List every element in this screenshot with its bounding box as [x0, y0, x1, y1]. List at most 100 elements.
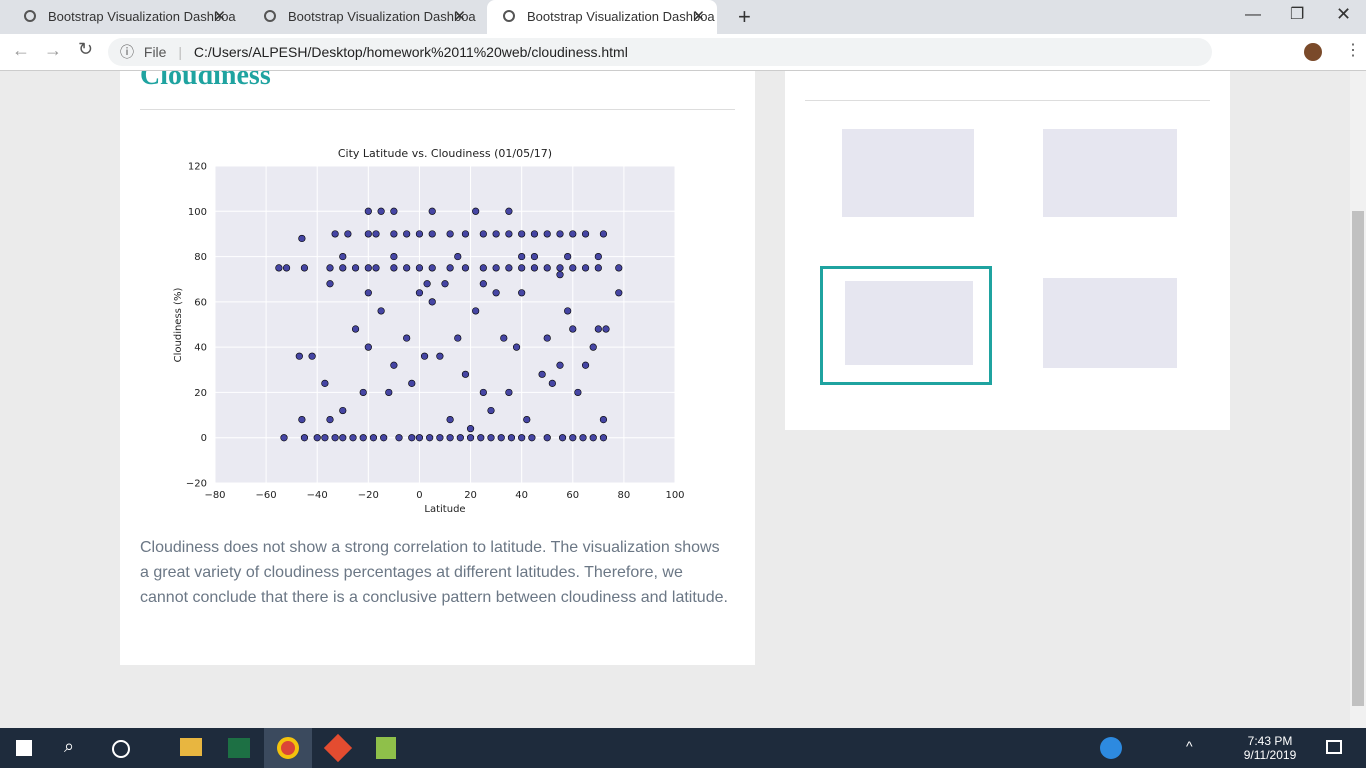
x-tick-label: 80 — [618, 490, 631, 501]
clock[interactable]: 7:43 PM 9/11/2019 — [1230, 734, 1310, 762]
point — [408, 434, 416, 442]
point — [479, 230, 487, 238]
point — [569, 434, 577, 442]
x-tick-label: 100 — [665, 490, 684, 501]
y-tick-label: 100 — [188, 207, 207, 218]
cortana[interactable] — [112, 740, 130, 758]
point — [530, 252, 539, 261]
point — [436, 434, 444, 442]
point — [456, 434, 464, 442]
new-tab[interactable]: + — [738, 4, 751, 29]
point — [518, 252, 526, 261]
point — [390, 252, 398, 261]
point — [556, 230, 564, 238]
point — [518, 434, 526, 442]
point — [300, 434, 309, 442]
thumbnail[interactable] — [820, 120, 990, 230]
point — [472, 207, 480, 215]
y-tick-label: 120 — [188, 162, 207, 173]
point — [594, 264, 602, 272]
x-tick-label: 60 — [566, 490, 579, 501]
date: 9/11/2019 — [1243, 748, 1297, 762]
point — [364, 343, 372, 351]
point — [298, 416, 306, 424]
point — [446, 416, 454, 424]
forward[interactable]: → — [44, 40, 62, 60]
point — [556, 264, 564, 272]
point — [415, 264, 424, 272]
point — [428, 230, 436, 238]
point — [446, 230, 454, 238]
point — [530, 230, 539, 238]
thumbnail[interactable] — [1025, 120, 1190, 230]
reload[interactable]: ↻ — [78, 39, 94, 59]
x-tick-label: −80 — [204, 490, 225, 501]
point — [530, 264, 539, 272]
x-tick-label: 0 — [416, 490, 422, 501]
app-excel[interactable] — [228, 738, 250, 758]
help-icon[interactable] — [1100, 737, 1122, 759]
tab-title: Bootstrap Visualization Dashboa — [527, 9, 715, 24]
point — [594, 252, 602, 261]
point — [331, 434, 339, 442]
app-notepad[interactable] — [376, 737, 396, 759]
point — [339, 252, 347, 261]
point — [359, 388, 367, 397]
app-explorer[interactable] — [180, 738, 202, 756]
point — [507, 434, 516, 442]
close[interactable]: ✕ — [1336, 4, 1352, 24]
sidebar-heading: Visualizations — [805, 71, 930, 76]
taskbar: ⌕ ^ 7:43 PM 9/11/2019 — [0, 728, 1366, 768]
point — [569, 230, 577, 238]
point — [487, 406, 495, 415]
back[interactable]: ← — [12, 40, 30, 60]
thumbnail[interactable] — [1025, 271, 1190, 383]
point — [479, 264, 487, 272]
file-label: File — [143, 44, 167, 60]
point — [569, 264, 577, 272]
address-bar[interactable]: ⓘ File | C:/Users/ALPESH/Desktop/homewor… — [108, 38, 1212, 66]
point — [581, 230, 590, 238]
app-git[interactable] — [323, 733, 353, 763]
point — [377, 207, 385, 215]
point — [280, 434, 288, 442]
point — [589, 434, 597, 442]
point — [589, 343, 597, 351]
point — [581, 361, 590, 369]
point — [518, 230, 526, 238]
app-chrome[interactable] — [264, 728, 312, 768]
menu[interactable]: ⋮ — [1345, 42, 1361, 59]
start-button[interactable] — [16, 740, 32, 756]
point — [472, 307, 480, 315]
point — [538, 370, 546, 378]
point — [492, 230, 500, 238]
point — [321, 379, 329, 387]
point — [479, 388, 487, 397]
heading: Cloudiness — [140, 71, 271, 91]
search[interactable]: ⌕ — [64, 736, 75, 756]
point — [295, 352, 303, 360]
profile[interactable] — [1304, 43, 1322, 61]
thumbnail-selected[interactable] — [820, 266, 992, 385]
tab[interactable]: Bootstrap Visualization Dashboa ✕ — [248, 0, 478, 34]
point — [326, 264, 334, 272]
point — [492, 289, 500, 297]
notifications[interactable] — [1326, 740, 1342, 754]
tray-arrow[interactable]: ^ — [1186, 738, 1193, 754]
y-tick-label: 0 — [201, 433, 207, 444]
point — [390, 207, 398, 215]
point — [415, 230, 424, 238]
point — [487, 434, 495, 442]
restore[interactable]: ❐ — [1290, 6, 1305, 23]
tab[interactable]: Bootstrap Visualization Dashboa ✕ — [487, 0, 717, 34]
point — [446, 434, 454, 442]
point — [454, 252, 462, 261]
tab[interactable]: Bootstrap Visualization Dashboa ✕ — [8, 0, 238, 34]
y-tick-label: 80 — [194, 252, 207, 263]
minimize[interactable]: — — [1245, 6, 1261, 23]
point — [523, 416, 531, 424]
x-axis-label: Latitude — [424, 504, 465, 515]
scrollbar[interactable] — [1350, 71, 1366, 728]
point — [339, 406, 347, 415]
point — [556, 271, 564, 279]
